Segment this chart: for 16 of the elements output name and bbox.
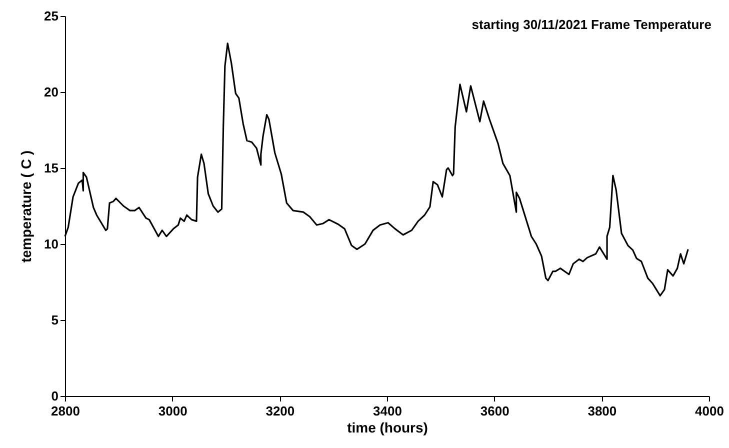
x-tick-label: 2800 [51, 404, 80, 418]
x-tick-label: 3400 [373, 404, 402, 418]
y-tick-label: 15 [44, 160, 58, 176]
x-tick-label: 3600 [480, 404, 510, 418]
y-tick-label: 10 [44, 236, 58, 252]
x-tick-label: 3200 [266, 404, 295, 418]
y-tick-label: 25 [44, 8, 58, 24]
y-tick-label: 0 [51, 388, 58, 404]
x-tick-label: 4000 [695, 404, 724, 418]
x-tick-label: 3800 [588, 404, 617, 418]
x-tick-label: 3000 [158, 404, 188, 418]
y-tick-label: 20 [44, 84, 58, 100]
y-tick-label: 5 [51, 312, 58, 328]
x-axis-title: time (hours) [347, 420, 428, 436]
chart-title: starting 30/11/2021 Frame Temperature [472, 17, 712, 32]
y-axis-title: temperature ( C ) [18, 150, 34, 263]
